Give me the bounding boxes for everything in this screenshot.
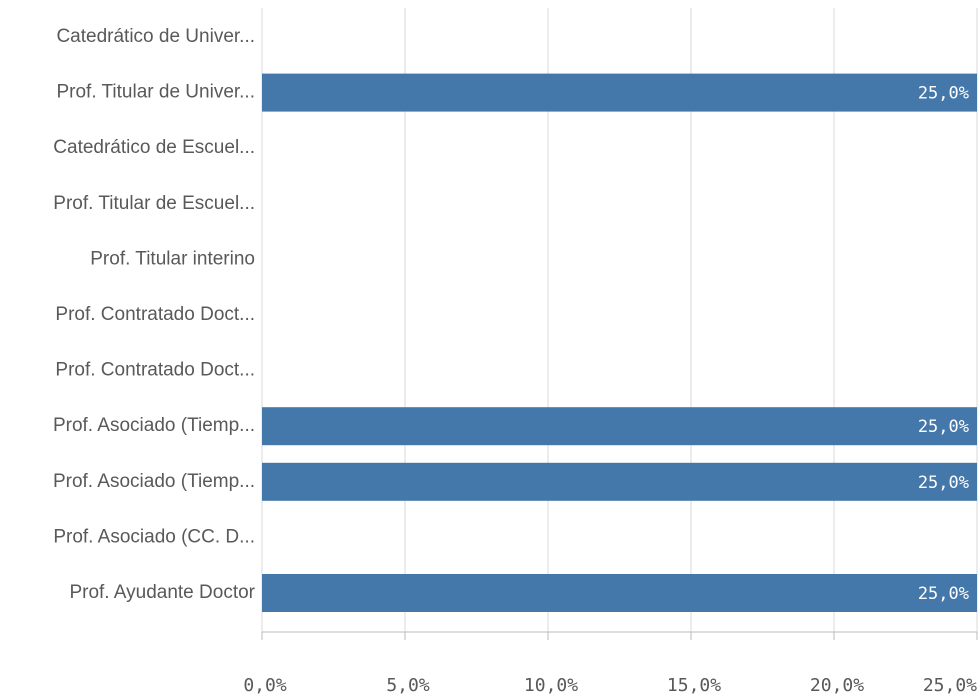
y-tick-label: Prof. Titular de Univer... — [56, 82, 255, 103]
bar — [262, 574, 977, 612]
x-tick-label: 10,0% — [524, 675, 578, 696]
x-tick-label: 5,0% — [386, 675, 430, 696]
y-tick-label: Prof. Contratado Doct... — [55, 304, 255, 325]
x-tick-label: 15,0% — [667, 675, 721, 696]
value-label: 25,0% — [918, 84, 969, 104]
y-tick-label: Catedrático de Escuel... — [53, 137, 255, 158]
y-tick-label: Prof. Asociado (Tiemp... — [53, 471, 255, 492]
value-label: 25,0% — [918, 417, 969, 437]
bar — [262, 407, 977, 446]
y-tick-label: Prof. Titular de Escuel... — [53, 193, 255, 214]
bar — [262, 462, 977, 501]
y-tick-label: Prof. Titular interino — [90, 248, 255, 269]
y-tick-label: Prof. Asociado (Tiemp... — [53, 415, 255, 436]
y-tick-label: Prof. Asociado (CC. D... — [53, 526, 255, 547]
y-tick-label: Catedrático de Univer... — [56, 26, 255, 47]
value-label: 25,0% — [918, 584, 969, 604]
value-label: 25,0% — [918, 473, 969, 493]
y-tick-label: Prof. Contratado Doct... — [55, 360, 255, 381]
bar — [262, 73, 977, 112]
x-tick-label: 20,0% — [810, 675, 864, 696]
x-tick-label: 25,0% — [923, 675, 977, 696]
x-tick-label: 0,0% — [243, 675, 287, 696]
y-tick-label: Prof. Ayudante Doctor — [69, 582, 255, 603]
